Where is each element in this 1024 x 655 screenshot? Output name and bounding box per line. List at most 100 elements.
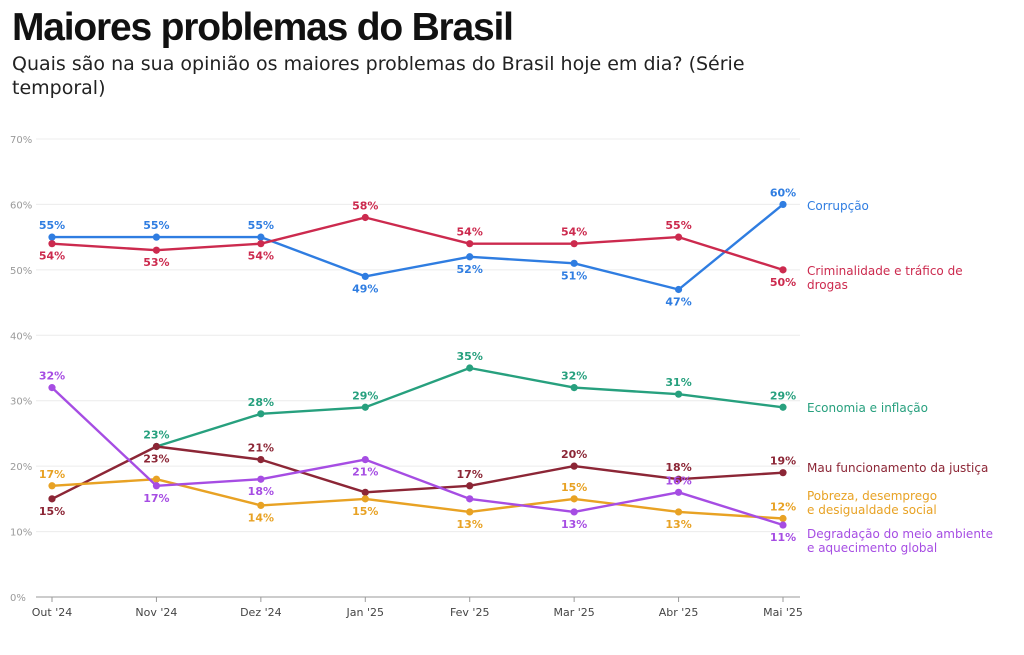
data-label: 55% <box>39 219 65 232</box>
data-point <box>152 246 161 254</box>
data-point <box>361 272 369 280</box>
data-label: 29% <box>770 389 796 402</box>
data-label: 55% <box>248 219 274 232</box>
data-label: 15% <box>39 505 65 518</box>
series-name-label: Pobreza, desemprego e desigualdade social <box>807 489 937 517</box>
series-line <box>50 216 785 272</box>
data-point <box>48 384 56 392</box>
y-tick-label: 40% <box>10 331 32 342</box>
chart-title: Maiores problemas do Brasil <box>12 6 514 49</box>
data-point <box>674 475 683 483</box>
data-point <box>361 213 369 222</box>
data-point <box>674 233 683 241</box>
data-label: 12% <box>770 500 796 513</box>
data-point <box>466 240 474 248</box>
x-tick-label: Out '24 <box>32 606 72 619</box>
data-point <box>257 456 265 464</box>
x-tick-label: Mai '25 <box>763 606 803 619</box>
data-point <box>361 456 369 464</box>
data-label: 21% <box>248 442 274 455</box>
data-point <box>257 501 265 509</box>
data-point <box>779 514 787 523</box>
data-label: 49% <box>352 282 378 295</box>
data-point <box>674 508 683 516</box>
data-label: 31% <box>665 376 691 389</box>
data-point <box>361 488 369 496</box>
data-point <box>674 285 683 294</box>
series-name-label: Mau funcionamento da justiça <box>807 461 988 475</box>
data-point <box>257 475 265 483</box>
series-line <box>50 203 785 291</box>
data-label: 55% <box>143 219 169 232</box>
y-tick-label: 10% <box>10 528 32 539</box>
series-line <box>50 386 785 527</box>
data-label: 60% <box>770 186 796 199</box>
data-point <box>570 495 578 503</box>
data-point <box>361 403 369 411</box>
data-point <box>466 482 474 490</box>
series-lines <box>48 200 787 529</box>
data-point <box>570 462 578 470</box>
data-point <box>466 364 474 372</box>
x-tick-label: Nov '24 <box>135 606 177 619</box>
data-point <box>779 403 787 411</box>
data-label: 14% <box>248 511 274 524</box>
series-labels: Corrupção Criminalidade e tráfico de droga… <box>807 199 993 555</box>
data-point <box>257 410 265 418</box>
data-label: 16% <box>665 474 691 487</box>
data-point <box>570 384 578 392</box>
data-point <box>466 253 474 261</box>
data-label: 18% <box>665 461 691 474</box>
x-tick-label: Jan '25 <box>346 606 384 619</box>
series-name-label: Corrupção <box>807 199 869 213</box>
data-label: 19% <box>770 455 796 468</box>
data-label: 15% <box>561 481 587 494</box>
data-point <box>674 390 683 398</box>
data-label: 47% <box>665 295 691 308</box>
data-point <box>48 482 56 490</box>
data-label: 13% <box>457 518 483 531</box>
y-tick-label: 20% <box>10 462 32 473</box>
chart-subtitle: Quais são na sua opinião os maiores prob… <box>12 53 745 99</box>
data-label: 54% <box>248 250 274 263</box>
data-labels: 55% 55% 55% 49% 52% 51% 47% 60% 54% 53% 54% 58% 54% 5… <box>39 186 796 544</box>
data-point <box>152 482 161 490</box>
data-point <box>48 495 56 503</box>
data-label: 29% <box>352 389 378 402</box>
data-label: 15% <box>352 505 378 518</box>
data-point <box>257 233 265 241</box>
data-label: 20% <box>561 448 587 461</box>
data-label: 54% <box>561 226 587 239</box>
data-label: 11% <box>770 531 796 544</box>
data-point <box>570 259 578 267</box>
data-label: 13% <box>665 518 691 531</box>
y-tick-label: 30% <box>10 397 32 408</box>
x-tick-label: Dez '24 <box>240 606 282 619</box>
series-line <box>50 445 785 501</box>
data-label: 58% <box>352 200 378 213</box>
data-point <box>779 469 787 477</box>
data-point <box>466 495 474 503</box>
data-point <box>674 488 683 496</box>
data-point <box>152 442 161 451</box>
data-label: 51% <box>561 269 587 282</box>
data-label: 54% <box>39 250 65 263</box>
data-point <box>48 233 56 241</box>
data-point <box>570 508 578 516</box>
data-point <box>779 200 787 209</box>
y-tick-label: 50% <box>10 266 32 277</box>
data-point <box>466 508 474 516</box>
data-point <box>779 266 787 274</box>
data-point <box>361 495 369 503</box>
data-label: 35% <box>457 350 483 363</box>
data-label: 52% <box>457 263 483 276</box>
data-point <box>152 475 161 483</box>
y-tick-label: 60% <box>10 200 32 211</box>
data-label: 28% <box>248 396 274 409</box>
data-label: 32% <box>39 370 65 383</box>
series-name-label: Criminalidade e tráfico de drogas <box>807 264 963 292</box>
series-name-label: Economia e inflação <box>807 401 928 415</box>
data-point <box>257 240 265 248</box>
data-point <box>570 240 578 248</box>
